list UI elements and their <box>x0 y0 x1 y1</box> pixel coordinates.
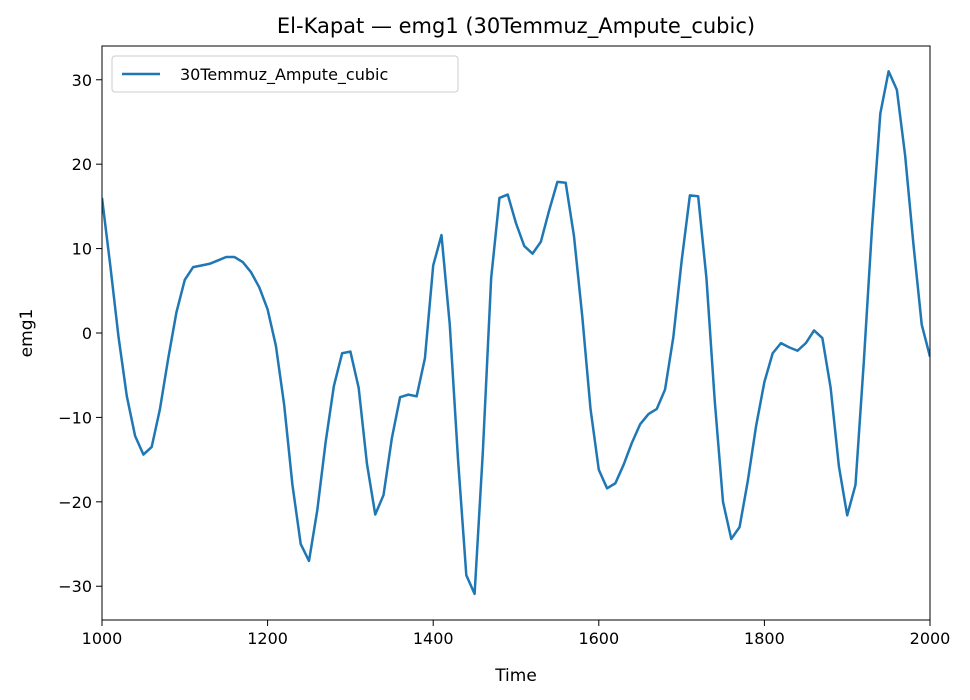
y-axis: −30 −20 −10 0 10 20 30 <box>58 71 102 596</box>
y-tick-label: 30 <box>72 71 92 90</box>
x-tick-label: 1400 <box>413 629 454 648</box>
x-axis: 1000 1200 1400 1600 1800 2000 <box>82 620 951 648</box>
y-tick-label: −10 <box>58 408 92 427</box>
y-tick-label: 20 <box>72 155 92 174</box>
plot-area <box>102 70 930 596</box>
y-tick-label: 10 <box>72 240 92 259</box>
x-tick-label: 2000 <box>910 629 951 648</box>
chart-title: El-Kapat — emg1 (30Temmuz_Ampute_cubic) <box>277 14 755 39</box>
x-axis-label: Time <box>494 666 537 686</box>
y-axis-label: emg1 <box>17 309 37 358</box>
y-tick-label: 0 <box>82 324 92 343</box>
series-line <box>102 70 930 596</box>
y-tick-label: −30 <box>58 577 92 596</box>
y-tick-label: −20 <box>58 493 92 512</box>
legend-box <box>111 55 459 93</box>
x-tick-label: 1800 <box>744 629 785 648</box>
x-tick-label: 1600 <box>578 629 619 648</box>
legend: 30Temmuz_Ampute_cubic <box>111 55 459 93</box>
legend-label: 30Temmuz_Ampute_cubic <box>180 65 388 85</box>
x-tick-label: 1000 <box>82 629 123 648</box>
x-tick-label: 1200 <box>247 629 288 648</box>
